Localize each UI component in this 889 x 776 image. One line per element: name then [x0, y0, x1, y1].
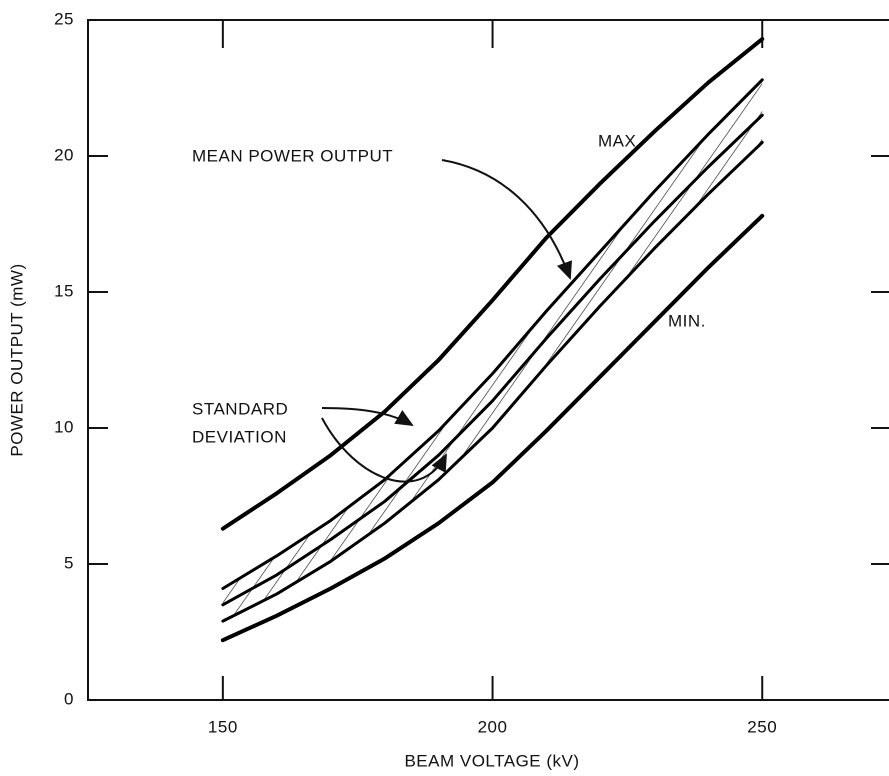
- x-tick-label: 200: [478, 717, 508, 736]
- y-tick-label: 15: [54, 281, 74, 300]
- x-tick-label: 250: [747, 717, 777, 736]
- series-line: [220, 37, 765, 531]
- x-axis-label: BEAM VOLTAGE (kV): [404, 751, 579, 770]
- arrow: [321, 407, 414, 427]
- plot-area: 150 200 250 0 5 10 15 20 25: [54, 9, 889, 736]
- annotation: STANDARD: [192, 399, 288, 418]
- y-tick-label: 5: [64, 553, 74, 572]
- plot-frame: [87, 19, 889, 701]
- y-axis-label: POWER OUTPUT (mW): [7, 263, 26, 456]
- annotation: DEVIATION: [192, 427, 287, 446]
- arrow: [441, 159, 572, 280]
- series-line: [221, 140, 764, 623]
- x-tick-label: 150: [208, 717, 238, 736]
- deviation-band: [222, 79, 763, 622]
- series-line: [220, 213, 765, 643]
- y-tick-label: 0: [64, 689, 74, 708]
- y-tick-label: 20: [54, 145, 74, 164]
- arrow: [321, 417, 447, 483]
- annotation: MEAN POWER OUTPUT: [192, 146, 393, 165]
- series-line: [221, 78, 764, 590]
- y-tick-label: 10: [54, 417, 74, 436]
- series-line: [221, 113, 764, 607]
- series-label: MIN.: [668, 311, 706, 330]
- y-tick-label: 25: [54, 9, 74, 28]
- series-label: MAX.: [598, 131, 642, 150]
